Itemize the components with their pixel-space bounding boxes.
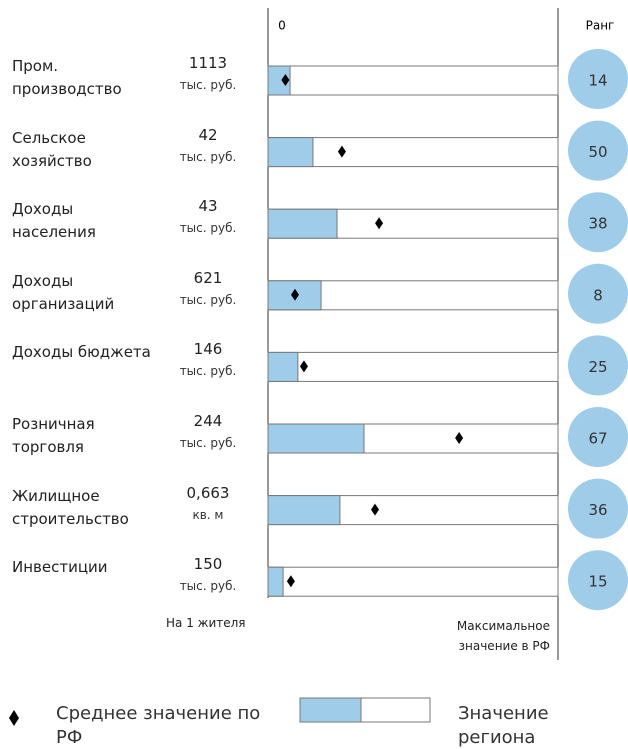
row-label: Доходы бюджета <box>12 343 151 362</box>
row-value: 150 <box>193 555 223 574</box>
row-value: 621 <box>193 268 223 287</box>
rank-value: 14 <box>588 72 607 90</box>
legend-bar-fill <box>299 697 362 723</box>
rank-value: 67 <box>588 430 607 448</box>
legend-diamond <box>9 710 19 726</box>
row-label: Жилищное строительство <box>12 486 129 528</box>
row-unit: тыс. руб. <box>179 579 237 594</box>
average-marker <box>337 145 346 158</box>
row-unit: тыс. руб. <box>179 78 237 92</box>
row-value: 146 <box>193 340 223 359</box>
bar-frame <box>267 351 559 382</box>
rank-value: 50 <box>588 143 607 161</box>
row-unit: тыс. руб. <box>179 292 237 307</box>
bar-frame <box>267 65 559 96</box>
average-marker <box>375 217 384 230</box>
row-value: 43 <box>198 197 218 216</box>
bar-frame <box>267 566 559 597</box>
average-marker <box>290 288 299 301</box>
rank-value: 8 <box>593 286 603 304</box>
row-unit: тыс. руб. <box>179 149 237 164</box>
region-bar <box>267 566 284 597</box>
bar-frame <box>267 137 559 168</box>
row-label: Инвестиции <box>12 558 108 577</box>
row-label: Пром. производство <box>12 57 122 98</box>
rank-value: 38 <box>588 215 607 233</box>
rank-circle <box>568 335 628 396</box>
rank-circle <box>568 192 628 253</box>
row-unit: тыс. руб. <box>179 436 237 450</box>
region-bar <box>267 65 291 96</box>
row-label: Доходы населения <box>12 200 96 242</box>
rank-value: 36 <box>588 501 607 519</box>
rank-value: 15 <box>588 573 607 591</box>
row-label: Доходы организаций <box>12 271 115 313</box>
row-value: 0,663 <box>186 483 230 502</box>
per-capita-label: На 1 жителя <box>166 616 246 630</box>
legend-average: Среднее значение по РФ <box>56 703 261 748</box>
axis-start-label: 0 <box>278 19 286 33</box>
average-marker <box>286 575 295 588</box>
row-unit: тыс. руб. <box>179 364 237 379</box>
rank-circle <box>568 407 628 467</box>
row-label: Розничная торговля <box>12 415 95 456</box>
region-bar <box>267 423 365 454</box>
row-unit: кв. м <box>192 507 224 522</box>
region-bar <box>267 208 338 239</box>
row-value: 1113 <box>188 54 228 72</box>
average-marker <box>371 503 380 516</box>
rank-circle <box>568 478 628 539</box>
rank-circle <box>568 263 628 324</box>
row-value: 244 <box>193 412 223 430</box>
rank-circle <box>568 120 628 181</box>
legend-region: Значение региона <box>458 703 549 748</box>
region-bar <box>267 137 314 168</box>
rank-circle <box>568 49 628 109</box>
row-label: Сельское хозяйство <box>12 128 92 170</box>
region-bar <box>267 351 299 382</box>
rank-header: Ранг <box>586 19 615 33</box>
rank-circle <box>568 550 628 611</box>
region-bar <box>267 495 341 526</box>
average-marker <box>455 432 464 444</box>
average-marker <box>281 74 290 86</box>
rank-value: 25 <box>588 358 607 376</box>
row-value: 42 <box>198 125 218 144</box>
row-unit: тыс. руб. <box>179 221 237 236</box>
axis-end-label: Максимальное значение в РФ <box>456 619 550 653</box>
average-marker <box>299 360 308 373</box>
